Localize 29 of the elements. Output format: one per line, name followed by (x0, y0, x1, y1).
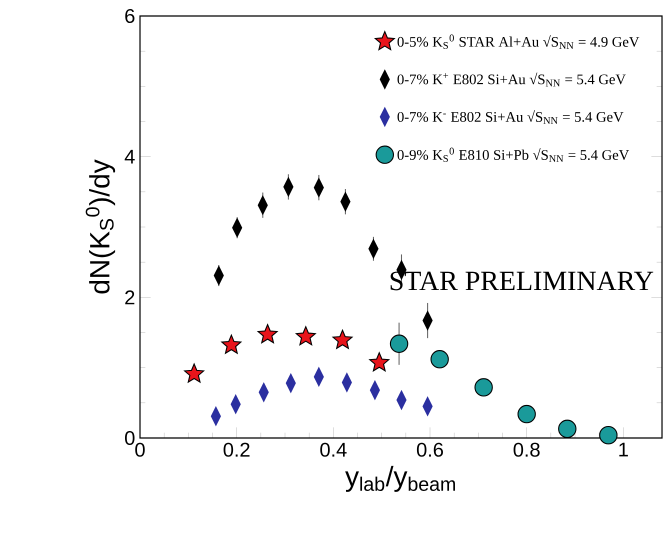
point (390, 334, 408, 353)
point (474, 378, 493, 397)
y-axis-title: dN(K$_{S}$$^{0}$)/dy (86, 159, 116, 294)
y-tick-label: 6 (125, 8, 134, 24)
point (517, 404, 536, 424)
y-tick-label: 4 (124, 150, 135, 164)
point (558, 420, 576, 438)
y-tick-label: 0 (125, 430, 135, 446)
legend-label: 0-5% K$_{S}$$^{0}$ STAR Al+Au √S$_{NN}$ = 4.9 GeV (398, 34, 640, 49)
legend-label: 0-9% K$_{S}$$^{0}$ E810 Si+Pb √S$_{NN}$ = 5.4 GeV (398, 148, 630, 162)
point (332, 330, 353, 349)
x-tick-label: 1 (619, 442, 628, 456)
point (296, 326, 316, 346)
x-tick-label: 0.6 (416, 442, 443, 457)
x-tick-label: 0.2 (224, 442, 250, 457)
point (258, 324, 278, 344)
legend-label: 0-7% K$^{-}$ E802 Si+Au √S$_{NN}$ = 5.4 GeV (398, 110, 624, 124)
x-tick-label: 0.8 (514, 442, 540, 457)
x-tick-label: 0 (135, 442, 145, 457)
point (430, 350, 449, 368)
annotation: STAR PRELIMINARY (390, 272, 654, 290)
legend-label: 0-7% K$^{+}$ E802 Si+Au √S$_{NN}$ = 5.4 GeV (398, 72, 626, 86)
x-axis-title: y$_{lab}$/y$_{beam}$ (345, 466, 455, 492)
y-tick-label: 2 (125, 290, 134, 304)
point (599, 426, 618, 444)
x-tick-label: 0.4 (320, 442, 347, 457)
point (221, 334, 242, 354)
point (184, 363, 204, 383)
point (369, 352, 390, 372)
